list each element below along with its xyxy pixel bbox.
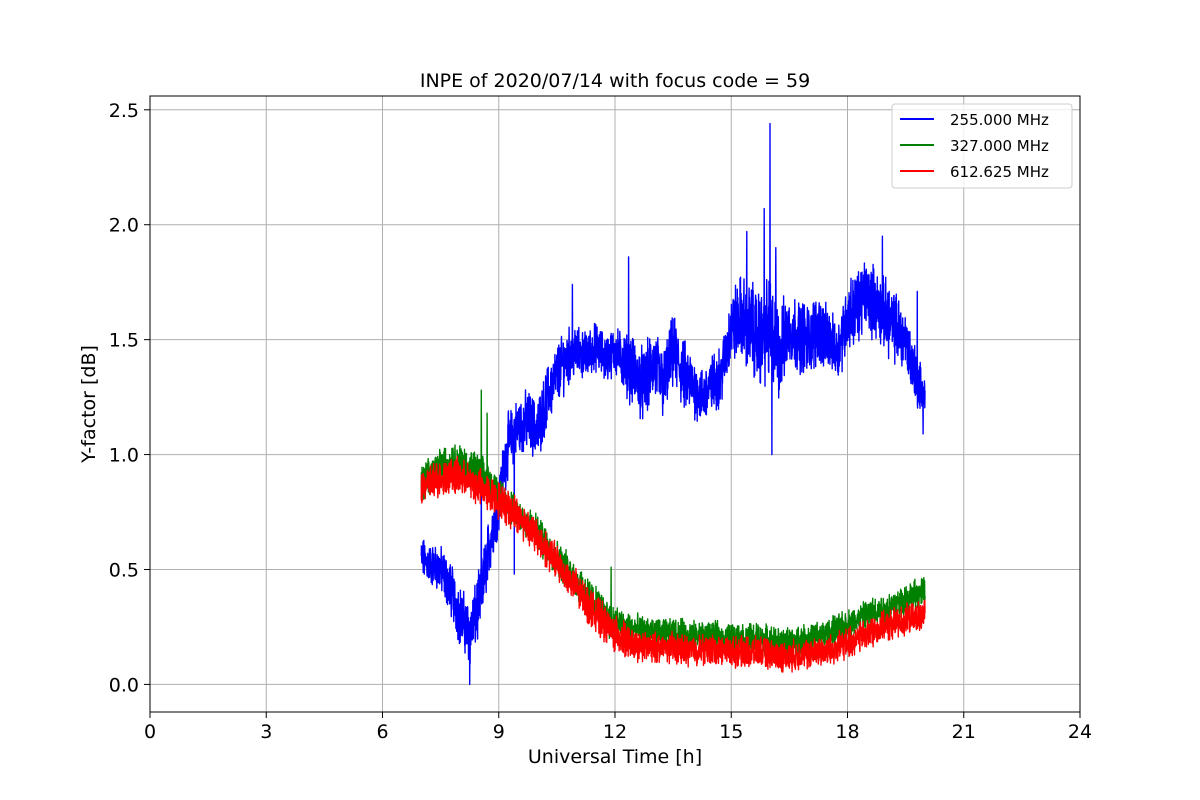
x-tick-label-4: 12	[603, 721, 627, 743]
legend-entry-0: 255.000 MHz	[900, 111, 1049, 129]
legend-entry-2: 612.625 MHz	[900, 163, 1049, 181]
chart-title: INPE of 2020/07/14 with focus code = 59	[420, 70, 810, 92]
x-axis-ticks: 0 3 6 9 12 15 18 21 24	[144, 712, 1092, 743]
series-line-2	[420, 455, 926, 673]
y-tick-label-0: 0.0	[109, 674, 139, 696]
y-axis-label: Y-factor [dB]	[78, 345, 100, 464]
x-tick-label-5: 15	[719, 721, 743, 743]
legend-label-2: 612.625 MHz	[950, 163, 1049, 181]
legend-box	[891, 103, 1073, 189]
x-axis-label: Universal Time [h]	[528, 746, 702, 768]
x-tick-label-8: 24	[1068, 721, 1092, 743]
y-tick-label-4: 2.0	[109, 215, 139, 237]
x-tick-label-6: 18	[835, 721, 859, 743]
x-tick-label-2: 6	[376, 721, 388, 743]
legend: 255.000 MHz 327.000 MHz 612.625 MHz	[891, 103, 1073, 189]
x-tick-label-7: 21	[952, 721, 976, 743]
x-tick-label-0: 0	[144, 721, 156, 743]
x-tick-label-1: 3	[260, 721, 272, 743]
series-line-0	[420, 122, 926, 686]
x-tick-label-3: 9	[493, 721, 505, 743]
y-tick-label-1: 0.5	[109, 559, 139, 581]
y-tick-label-2: 1.0	[109, 445, 139, 467]
plot-series	[420, 122, 926, 686]
legend-entry-1: 327.000 MHz	[900, 137, 1049, 155]
y-axis-ticks: 0.0 0.5 1.0 1.5 2.0 2.5	[109, 100, 150, 696]
y-tick-label-5: 2.5	[109, 100, 139, 122]
legend-label-0: 255.000 MHz	[950, 111, 1049, 129]
y-tick-label-3: 1.5	[109, 330, 139, 352]
legend-label-1: 327.000 MHz	[950, 137, 1049, 155]
